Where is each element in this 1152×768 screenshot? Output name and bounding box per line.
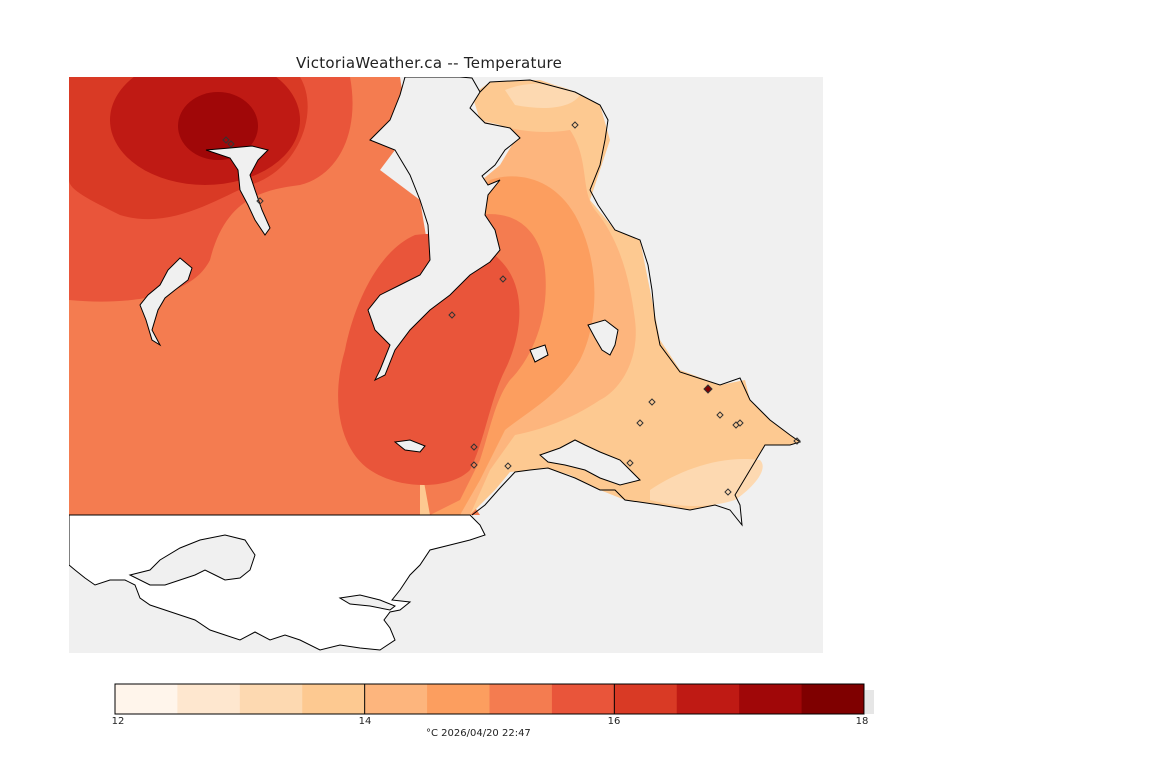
station-marker [724, 488, 732, 496]
station-marker [648, 398, 656, 406]
legend-frame [114, 683, 865, 715]
legend-colorbar [114, 684, 865, 714]
contour-17-5-west [178, 92, 258, 160]
harbour-water [539, 439, 641, 486]
legend-swatch [239, 684, 303, 714]
legend-tick-label: 16 [607, 716, 621, 727]
legend-swatch [551, 684, 615, 714]
lake-west [139, 257, 193, 347]
legend-tick-label: 12 [111, 716, 125, 727]
station-marker [736, 419, 744, 427]
map-title: VictoriaWeather.ca -- Temperature [296, 54, 563, 72]
station-marker [470, 443, 478, 451]
legend-swatch [739, 684, 803, 714]
contour-13-5-north [505, 83, 580, 108]
lake-east-1 [587, 319, 619, 356]
us-landmass [69, 514, 486, 651]
legend-swatch [177, 684, 241, 714]
lake-east-2 [529, 344, 549, 363]
station-marker [793, 437, 801, 445]
legend-swatch [115, 684, 178, 714]
legend-swatch [427, 684, 490, 714]
station-marker [448, 311, 456, 319]
station-marker [626, 459, 634, 467]
us-inner-bay [128, 534, 256, 586]
station-marker [504, 462, 512, 470]
legend-tick-label: 14 [358, 716, 372, 727]
legend-tick-label: 18 [855, 716, 869, 727]
contour-13-5-east [650, 459, 763, 506]
station-marker [222, 136, 230, 144]
station-marker [470, 461, 478, 469]
legend-caption: °C 2026/04/20 22:47 [426, 728, 531, 739]
legend-swatch [302, 684, 366, 714]
station-marker [636, 419, 644, 427]
lake-north [205, 145, 271, 236]
station-marker [227, 140, 235, 148]
station-marker-warm [703, 384, 713, 394]
legend-swatch [676, 684, 740, 714]
lake-center [393, 439, 426, 453]
station-marker [499, 275, 507, 283]
station-marker [256, 197, 264, 205]
legend-swatch [801, 684, 865, 714]
inlet-channel [367, 77, 521, 382]
station-marker [716, 411, 724, 419]
legend-swatch [614, 684, 678, 714]
temperature-field [69, 77, 823, 653]
east-coastline [471, 79, 802, 527]
station-marker [571, 121, 579, 129]
legend-shadow [865, 690, 874, 714]
legend-swatch [489, 684, 553, 714]
legend-swatch [364, 684, 428, 714]
us-spit [338, 594, 396, 611]
station-markers [222, 121, 801, 496]
